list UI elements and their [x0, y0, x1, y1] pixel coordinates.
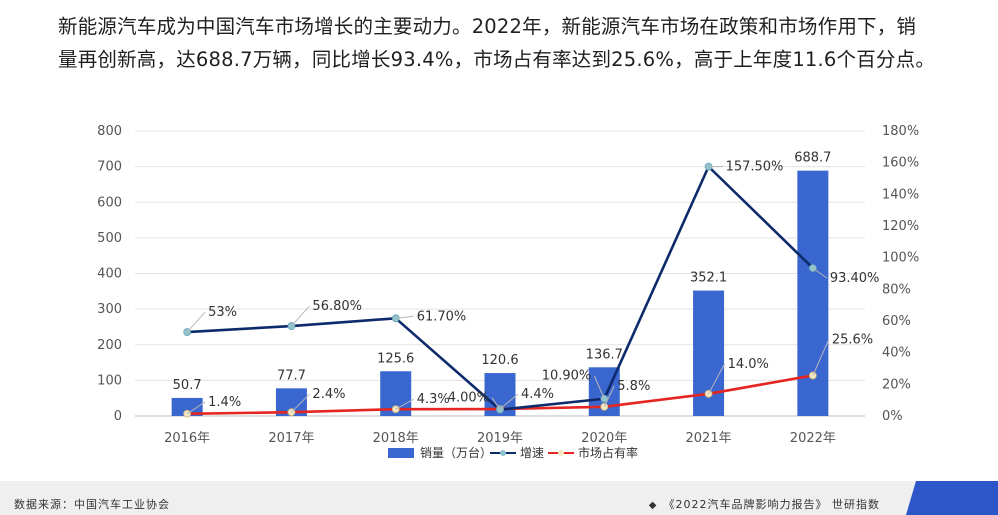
market-share-leader-line — [499, 393, 519, 410]
bar-value-label: 50.7 — [173, 378, 202, 393]
legend-swatch-marker — [500, 450, 506, 456]
y-right-tick-label: 180% — [882, 124, 919, 139]
growth-rate-leader-line — [491, 397, 501, 410]
footer: 数据来源：中国汽车工业协会 ◆ 《2022汽车品牌影响力报告》 世研指数 — [0, 481, 998, 515]
market-share-leader-line — [812, 339, 830, 376]
market-share-label: 5.8% — [617, 379, 650, 394]
legend-label: 销量（万台） — [420, 445, 492, 460]
y-left-tick-label: 100 — [97, 373, 122, 388]
market-share-label: 1.4% — [208, 395, 241, 410]
footer-report-credit: ◆ 《2022汽车品牌影响力报告》 世研指数 — [649, 496, 880, 512]
market-share-label: 2.4% — [312, 387, 345, 402]
y-left-tick-label: 300 — [97, 302, 122, 317]
y-left-tick-label: 800 — [97, 124, 122, 139]
growth-rate-label: 56.80% — [312, 299, 362, 314]
growth-rate-leader-line — [186, 311, 206, 333]
growth-rate-leader-line — [812, 267, 828, 279]
market-share-leader-line — [291, 393, 310, 413]
market-share-leader-line — [186, 401, 206, 415]
y-right-tick-label: 80% — [882, 282, 911, 297]
y-left-tick-label: 0 — [114, 409, 122, 424]
bar-value-label: 136.7 — [586, 347, 623, 362]
y-right-tick-label: 0% — [882, 409, 903, 424]
market-share-label: 4.3% — [417, 392, 450, 407]
y-left-tick-label: 400 — [97, 267, 122, 282]
growth-rate-label: 93.40% — [830, 271, 880, 286]
footer-accent-bar — [906, 481, 998, 515]
market-share-label: 4.4% — [521, 387, 554, 402]
y-right-tick-label: 160% — [882, 156, 919, 171]
x-tick-label: 2020年 — [581, 431, 627, 446]
y-right-tick-label: 40% — [882, 346, 911, 361]
growth-rate-leader-line — [593, 375, 605, 399]
y-right-tick-label: 120% — [882, 219, 919, 234]
diamond-icon: ◆ — [648, 500, 658, 511]
legend-swatch-bar — [388, 448, 414, 458]
growth-rate-label: 10.90% — [542, 369, 592, 384]
legend-swatch-marker — [558, 450, 564, 456]
headline: 新能源汽车成为中国汽车市场增长的主要动力。2022年，新能源汽车市场在政策和市场… — [58, 10, 978, 76]
growth-rate-label: 157.50% — [726, 160, 784, 175]
x-tick-label: 2019年 — [477, 431, 523, 446]
y-left-tick-label: 200 — [97, 338, 122, 353]
bar-value-label: 688.7 — [794, 151, 831, 166]
growth-rate-leader-line — [395, 315, 414, 319]
market-share-leader-line — [395, 398, 414, 410]
y-right-tick-label: 20% — [882, 377, 911, 392]
footer-report-text: 《2022汽车品牌影响力报告》 世研指数 — [663, 498, 880, 511]
bar-value-label: 120.6 — [481, 353, 518, 368]
headline-line-2: 量再创新高，达688.7万辆，同比增长93.4%，市场占有率达到25.6%，高于… — [58, 48, 936, 71]
legend-label: 增速 — [520, 446, 544, 460]
combo-chart: 0 100 200 300 400 500 600 700 800 0% 20% 40% 60% 80% 1… — [97, 124, 919, 460]
market-share-leader-line — [603, 385, 615, 408]
x-tick-label: 2022年 — [790, 431, 836, 446]
y-left-tick-label: 500 — [97, 231, 122, 246]
y-left-tick-label: 600 — [97, 195, 122, 210]
y-right-tick-label: 60% — [882, 314, 911, 329]
y-left-tick-label: 700 — [97, 160, 122, 175]
growth-rate-label: 61.70% — [417, 309, 467, 324]
growth-rate-leader-line — [291, 305, 310, 327]
x-tick-label: 2018年 — [373, 431, 419, 446]
y-right-tick-label: 140% — [882, 187, 919, 202]
market-share-label: 14.0% — [728, 357, 769, 372]
headline-line-1: 新能源汽车成为中国汽车市场增长的主要动力。2022年，新能源汽车市场在政策和市场… — [58, 15, 917, 38]
bar-value-label: 125.6 — [377, 351, 414, 366]
growth-rate-label: 53% — [208, 305, 237, 320]
bar — [171, 397, 203, 416]
x-tick-label: 2017年 — [268, 431, 314, 446]
x-tick-label: 2016年 — [164, 431, 210, 446]
bar-value-label: 352.1 — [690, 271, 727, 286]
x-tick-label: 2021年 — [686, 431, 732, 446]
legend-label: 市场占有率 — [578, 445, 638, 460]
market-share-leader-line — [708, 363, 726, 395]
growth-rate-label: 4.00% — [448, 391, 489, 406]
market-share-label: 25.6% — [832, 332, 873, 347]
y-right-tick-label: 100% — [882, 251, 919, 266]
bar-value-label: 77.7 — [277, 368, 306, 383]
footer-source: 数据来源：中国汽车工业协会 — [14, 498, 170, 511]
